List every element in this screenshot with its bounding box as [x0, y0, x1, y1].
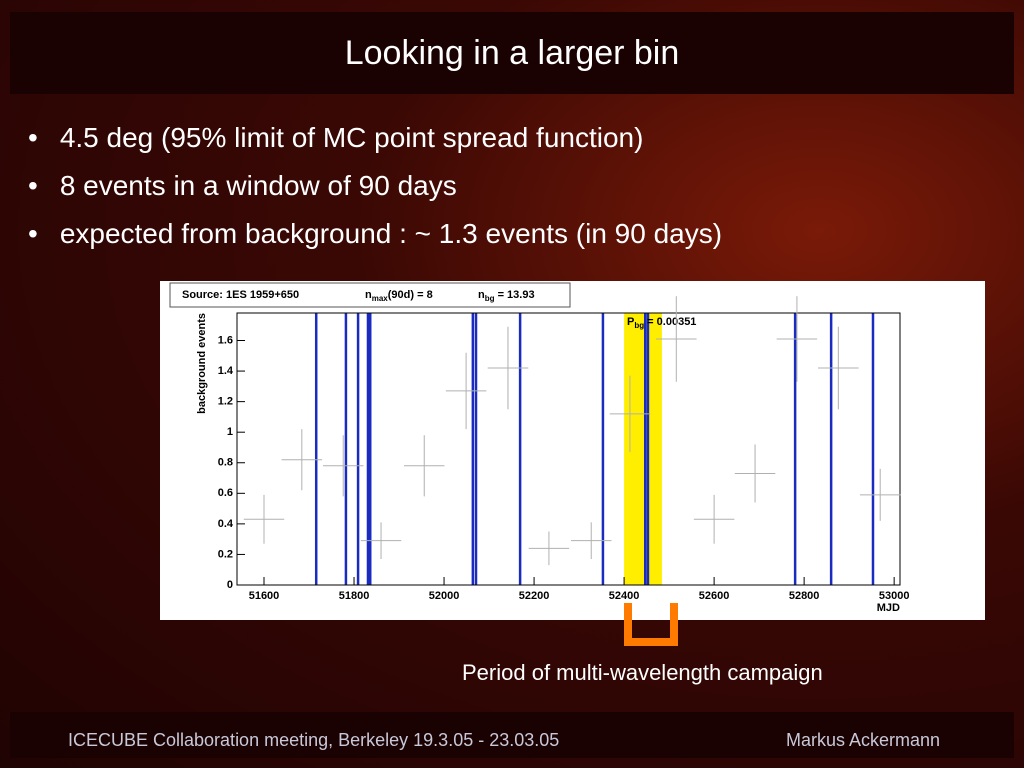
footer-bar: [10, 712, 1014, 758]
y-axis-label: background events: [196, 313, 208, 414]
x-tick-label: 53000: [879, 590, 910, 602]
y-tick-label: 1.6: [218, 334, 233, 346]
y-tick-label: 0.4: [218, 518, 234, 530]
plot-area: 0 0.2 0.4 0.6 0.8 1 1.2 1.4 1.6 51600 51800 52000 52…: [196, 296, 910, 614]
pbg-symbol: P: [627, 316, 634, 328]
plot-frame: [236, 312, 901, 586]
x-tick-label: 52800: [789, 590, 820, 602]
info-box: [169, 282, 571, 308]
y-tick-label: 1.4: [218, 365, 234, 377]
x-tick-label: 51800: [339, 590, 370, 602]
info-nbg: nbg = 13.93: [478, 289, 535, 303]
pbg-text: = 0.00351: [644, 316, 696, 328]
bullet: 4.5 deg (95% limit of MC point spread fu…: [28, 122, 722, 154]
y-tick-label: 1: [227, 426, 233, 438]
pbg-label: Pbg = 0.00351: [627, 316, 696, 330]
campaign-bracket: [624, 603, 678, 646]
y-tick-label: 0: [227, 579, 233, 591]
info-nmax: nmax(90d) = 8: [365, 289, 433, 303]
footer-right: Markus Ackermann: [786, 730, 941, 750]
bullet: 8 events in a window of 90 days: [28, 170, 722, 202]
bullet: expected from background : ~ 1.3 events …: [28, 218, 722, 250]
x-tick-label: 52600: [699, 590, 730, 602]
chart-panel: [160, 281, 985, 620]
y-tick-label: 0.2: [218, 548, 233, 560]
y-tick-label: 0.6: [218, 487, 233, 499]
bullet-list: 4.5 deg (95% limit of MC point spread fu…: [28, 122, 722, 266]
info-source: Source: 1ES 1959+650: [182, 289, 299, 301]
footer-left: ICECUBE Collaboration meeting, Berkeley …: [68, 730, 560, 750]
x-tick-label: 51600: [249, 590, 280, 602]
pbg-subscript: bg: [634, 321, 644, 330]
x-axis-label: MJD: [877, 602, 900, 614]
x-tick-label: 52400: [609, 590, 640, 602]
x-tick-label: 52000: [429, 590, 460, 602]
caption: Period of multi-wavelength campaign: [462, 660, 823, 685]
slide-title: Looking in a larger bin: [344, 34, 680, 72]
x-tick-label: 52200: [519, 590, 550, 602]
y-tick-label: 0.8: [218, 457, 233, 469]
title-bar: [10, 12, 1014, 94]
y-tick-label: 1.2: [218, 396, 233, 408]
